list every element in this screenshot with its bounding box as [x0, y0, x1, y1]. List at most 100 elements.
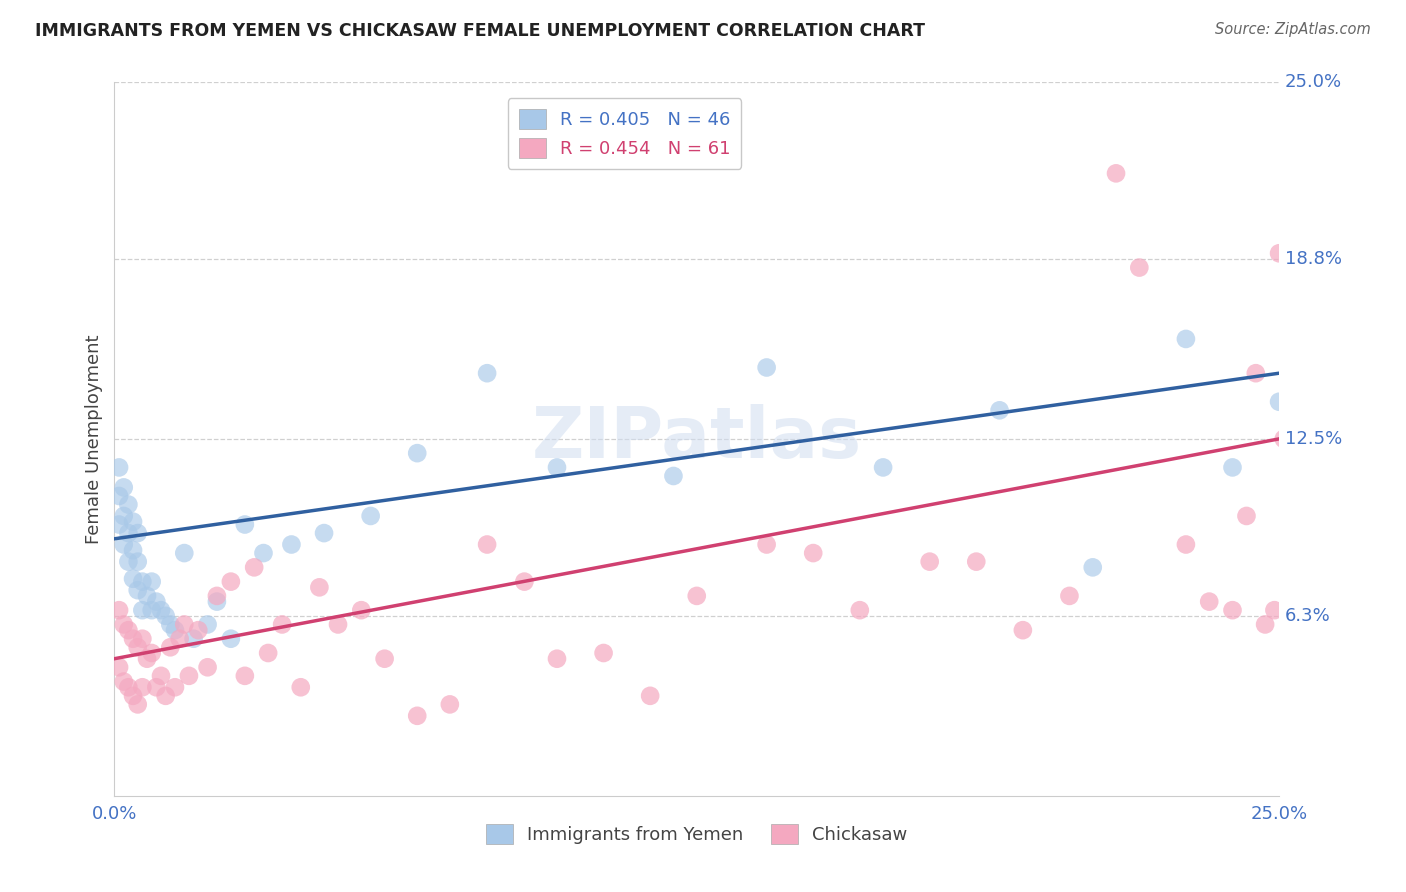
Point — [308, 580, 330, 594]
Point — [546, 651, 568, 665]
Point — [122, 689, 145, 703]
Point — [546, 460, 568, 475]
Point — [638, 689, 661, 703]
Point — [686, 589, 709, 603]
Point — [290, 680, 312, 694]
Point — [1268, 394, 1291, 409]
Point — [117, 498, 139, 512]
Point — [127, 526, 149, 541]
Point — [755, 360, 778, 375]
Point — [1011, 623, 1033, 637]
Legend: R = 0.405   N = 46, R = 0.454   N = 61: R = 0.405 N = 46, R = 0.454 N = 61 — [508, 98, 741, 169]
Point — [117, 526, 139, 541]
Point — [406, 446, 429, 460]
Point — [108, 603, 131, 617]
Point — [127, 583, 149, 598]
Text: 25.0%: 25.0% — [1285, 73, 1343, 91]
Point — [475, 537, 498, 551]
Point — [169, 632, 191, 646]
Point — [243, 560, 266, 574]
Point — [755, 537, 778, 551]
Text: ZIPatlas: ZIPatlas — [531, 404, 862, 474]
Text: 18.8%: 18.8% — [1285, 250, 1341, 268]
Point — [131, 632, 153, 646]
Point — [155, 689, 177, 703]
Point — [1254, 617, 1277, 632]
Point — [127, 698, 149, 712]
Point — [1222, 460, 1244, 475]
Point — [177, 669, 200, 683]
Point — [1174, 332, 1197, 346]
Point — [219, 574, 242, 589]
Point — [108, 660, 131, 674]
Text: 12.5%: 12.5% — [1285, 430, 1343, 448]
Point — [112, 537, 135, 551]
Point — [112, 617, 135, 632]
Point — [280, 537, 302, 551]
Point — [183, 632, 205, 646]
Point — [108, 489, 131, 503]
Point — [112, 508, 135, 523]
Point — [1272, 432, 1295, 446]
Point — [406, 708, 429, 723]
Point — [127, 555, 149, 569]
Text: 6.3%: 6.3% — [1285, 607, 1330, 625]
Point — [475, 366, 498, 380]
Point — [155, 608, 177, 623]
Point — [662, 469, 685, 483]
Point — [918, 555, 941, 569]
Point — [1263, 603, 1285, 617]
Point — [257, 646, 280, 660]
Point — [1236, 508, 1258, 523]
Text: IMMIGRANTS FROM YEMEN VS CHICKASAW FEMALE UNEMPLOYMENT CORRELATION CHART: IMMIGRANTS FROM YEMEN VS CHICKASAW FEMAL… — [35, 22, 925, 40]
Point — [872, 460, 894, 475]
Point — [112, 674, 135, 689]
Point — [127, 640, 149, 655]
Point — [141, 646, 163, 660]
Point — [849, 603, 872, 617]
Point — [136, 589, 159, 603]
Point — [136, 651, 159, 665]
Text: Source: ZipAtlas.com: Source: ZipAtlas.com — [1215, 22, 1371, 37]
Point — [205, 589, 228, 603]
Y-axis label: Female Unemployment: Female Unemployment — [86, 334, 103, 543]
Point — [1198, 594, 1220, 608]
Point — [117, 623, 139, 637]
Point — [233, 669, 256, 683]
Point — [173, 617, 195, 632]
Point — [141, 574, 163, 589]
Point — [117, 555, 139, 569]
Point — [122, 632, 145, 646]
Point — [108, 517, 131, 532]
Point — [513, 574, 536, 589]
Point — [360, 508, 382, 523]
Point — [145, 594, 167, 608]
Point — [173, 546, 195, 560]
Point — [1244, 366, 1267, 380]
Point — [1081, 560, 1104, 574]
Point — [988, 403, 1011, 417]
Point — [252, 546, 274, 560]
Point — [141, 603, 163, 617]
Point — [145, 680, 167, 694]
Point — [197, 617, 219, 632]
Point — [801, 546, 824, 560]
Point — [131, 680, 153, 694]
Point — [1222, 603, 1244, 617]
Point — [374, 651, 396, 665]
Point — [197, 660, 219, 674]
Point — [163, 680, 186, 694]
Point — [112, 480, 135, 494]
Point — [150, 669, 173, 683]
Point — [1174, 537, 1197, 551]
Point — [1268, 246, 1291, 260]
Point — [326, 617, 349, 632]
Point — [233, 517, 256, 532]
Point — [1059, 589, 1081, 603]
Point — [965, 555, 987, 569]
Point — [131, 574, 153, 589]
Point — [271, 617, 294, 632]
Point — [592, 646, 614, 660]
Point — [187, 623, 209, 637]
Point — [159, 617, 181, 632]
